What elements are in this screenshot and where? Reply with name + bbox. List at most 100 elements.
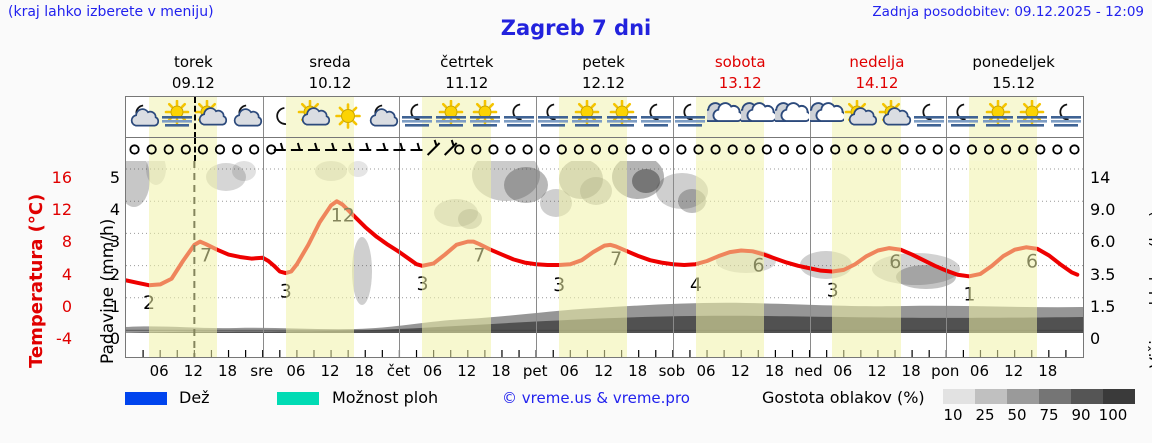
weather-icon-moon-haze xyxy=(912,100,946,134)
daylight-band xyxy=(422,161,491,357)
temperature-tick: 8 xyxy=(61,232,72,252)
day-separator xyxy=(672,161,674,357)
day-separator xyxy=(809,161,811,357)
daylight-band xyxy=(285,161,354,357)
day-name: petek xyxy=(582,53,625,71)
weather-icon-moon-haze xyxy=(639,100,673,134)
day-separator xyxy=(946,161,948,357)
time-tick-label: 12 xyxy=(320,362,340,380)
weather-icon-cloud xyxy=(809,100,844,134)
time-tick-label: 06 xyxy=(559,362,579,380)
day-name: ponedeljek xyxy=(972,53,1055,71)
daylight-band xyxy=(695,161,764,357)
day-date: 15.12 xyxy=(992,74,1036,92)
day-header-row: torek 09.12 sreda 10.12 četrtek 11.12 petek 12.… xyxy=(125,52,1084,96)
weather-icon-moon-haze xyxy=(400,100,434,134)
temperature-tick: 16 xyxy=(51,168,72,187)
time-tick-label: 18 xyxy=(901,362,921,380)
cloud-density-step xyxy=(1039,389,1071,404)
precipitation-tick: 4 xyxy=(109,200,120,220)
weather-icon-moon-haze xyxy=(536,100,570,134)
daylight-band xyxy=(558,161,628,357)
day-separator xyxy=(262,138,264,161)
cloud-cover-blob xyxy=(896,265,956,289)
weather-icon-moon-cloud xyxy=(229,100,263,134)
daylight-band xyxy=(558,138,628,161)
day-separator xyxy=(536,138,538,161)
day-name: torek xyxy=(173,53,213,71)
temperature-tick: 4 xyxy=(61,264,72,284)
weather-icon-sun-haze xyxy=(434,100,468,134)
time-tick-label: 12 xyxy=(183,362,203,380)
current-time-marker xyxy=(194,97,197,137)
day-header-torek: torek 09.12 xyxy=(125,52,262,96)
day-separator xyxy=(399,161,401,357)
time-tick-label: ned xyxy=(794,362,823,380)
forecast-plot[interactable]: 273123737463616 xyxy=(125,96,1084,358)
time-tick-label: 12 xyxy=(457,362,477,380)
cloud-density-tick: 50 xyxy=(1007,406,1027,424)
day-name: sreda xyxy=(309,53,351,71)
weather-icon-cloud xyxy=(775,100,810,134)
cloud-density-step xyxy=(1103,389,1135,404)
time-tick-label: 12 xyxy=(1004,362,1024,380)
cloudheight-tick: 14 xyxy=(1090,168,1111,187)
weather-icon-sun-cloud xyxy=(194,100,228,134)
temperature-tick-labels: 16 12 8 4 0 -4 xyxy=(30,0,72,443)
cloud-cover-blob xyxy=(656,173,708,209)
day-header-ponedeljek: ponedeljek 15.12 xyxy=(945,52,1082,96)
cloud-density-tick: 90 xyxy=(1071,406,1091,424)
legend: Dež Možnost ploh © vreme.us & vreme.pro … xyxy=(125,388,1145,440)
daylight-band xyxy=(969,161,1038,357)
cloud-cover-blob xyxy=(632,169,660,193)
weather-icon-sun-haze xyxy=(1015,100,1049,134)
precipitation-tick: 2 xyxy=(109,264,120,284)
weather-icon-moon-haze xyxy=(946,100,980,134)
daylight-band xyxy=(148,138,218,161)
day-separator xyxy=(672,138,674,161)
weather-icon-moon-haze xyxy=(1049,100,1083,134)
cloud-density-scale xyxy=(943,389,1135,404)
day-separator xyxy=(262,97,264,137)
time-tick-label: sob xyxy=(658,362,686,380)
cloud-density-ticks: 10 25 50 75 90 100 xyxy=(937,406,1129,424)
weather-icon-sun-haze xyxy=(570,100,604,134)
day-header-nedelja: nedelja 14.12 xyxy=(809,52,946,96)
day-date: 11.12 xyxy=(445,74,489,92)
cloud-density-step xyxy=(1007,389,1039,404)
weather-icon-sun-cloud xyxy=(844,100,878,134)
weather-icon-sun xyxy=(331,100,365,134)
precipitation-tick: 3 xyxy=(109,232,120,252)
time-tick-label: 18 xyxy=(217,362,238,380)
day-separator xyxy=(536,161,538,357)
cloud-density-step xyxy=(1071,389,1103,404)
day-name: četrtek xyxy=(440,53,494,71)
cloud-density-tick: 75 xyxy=(1039,406,1059,424)
day-date: 14.12 xyxy=(855,74,899,92)
cloud-density-tick: 100 xyxy=(1098,406,1128,424)
day-date: 09.12 xyxy=(171,74,215,92)
day-separator xyxy=(262,161,264,357)
precipitation-tick: 1 xyxy=(109,296,120,316)
precipitation-tick: 5 xyxy=(109,168,120,187)
day-name: sobota xyxy=(714,53,766,71)
last-updated: Zadnja posodobitev: 09.12.2025 - 12:09 xyxy=(872,4,1144,20)
day-separator xyxy=(672,97,674,137)
credit-link[interactable]: © vreme.us & vreme.pro xyxy=(502,389,690,407)
chart-area[interactable]: 273123737463616 xyxy=(126,161,1083,357)
daylight-band xyxy=(148,161,218,357)
time-tick-label: 06 xyxy=(969,362,989,380)
cloud-density-tick: 25 xyxy=(975,406,995,424)
cloudheight-tick-labels: 14 9.0 6.0 3.5 1.5 0 xyxy=(1090,0,1130,443)
weather-icon-sun-cloud xyxy=(297,100,331,134)
cloud-cover-blob xyxy=(352,237,372,305)
time-tick-label: 06 xyxy=(423,362,443,380)
time-tick-label: 06 xyxy=(833,362,853,380)
cloud-cover-blob xyxy=(126,161,150,207)
temperature-tick: 12 xyxy=(51,200,72,220)
day-separator xyxy=(946,97,948,137)
day-header-četrtek: četrtek 11.12 xyxy=(398,52,535,96)
weather-icon-sun-cloud xyxy=(878,100,912,134)
weather-icon-moon-haze xyxy=(502,100,536,134)
